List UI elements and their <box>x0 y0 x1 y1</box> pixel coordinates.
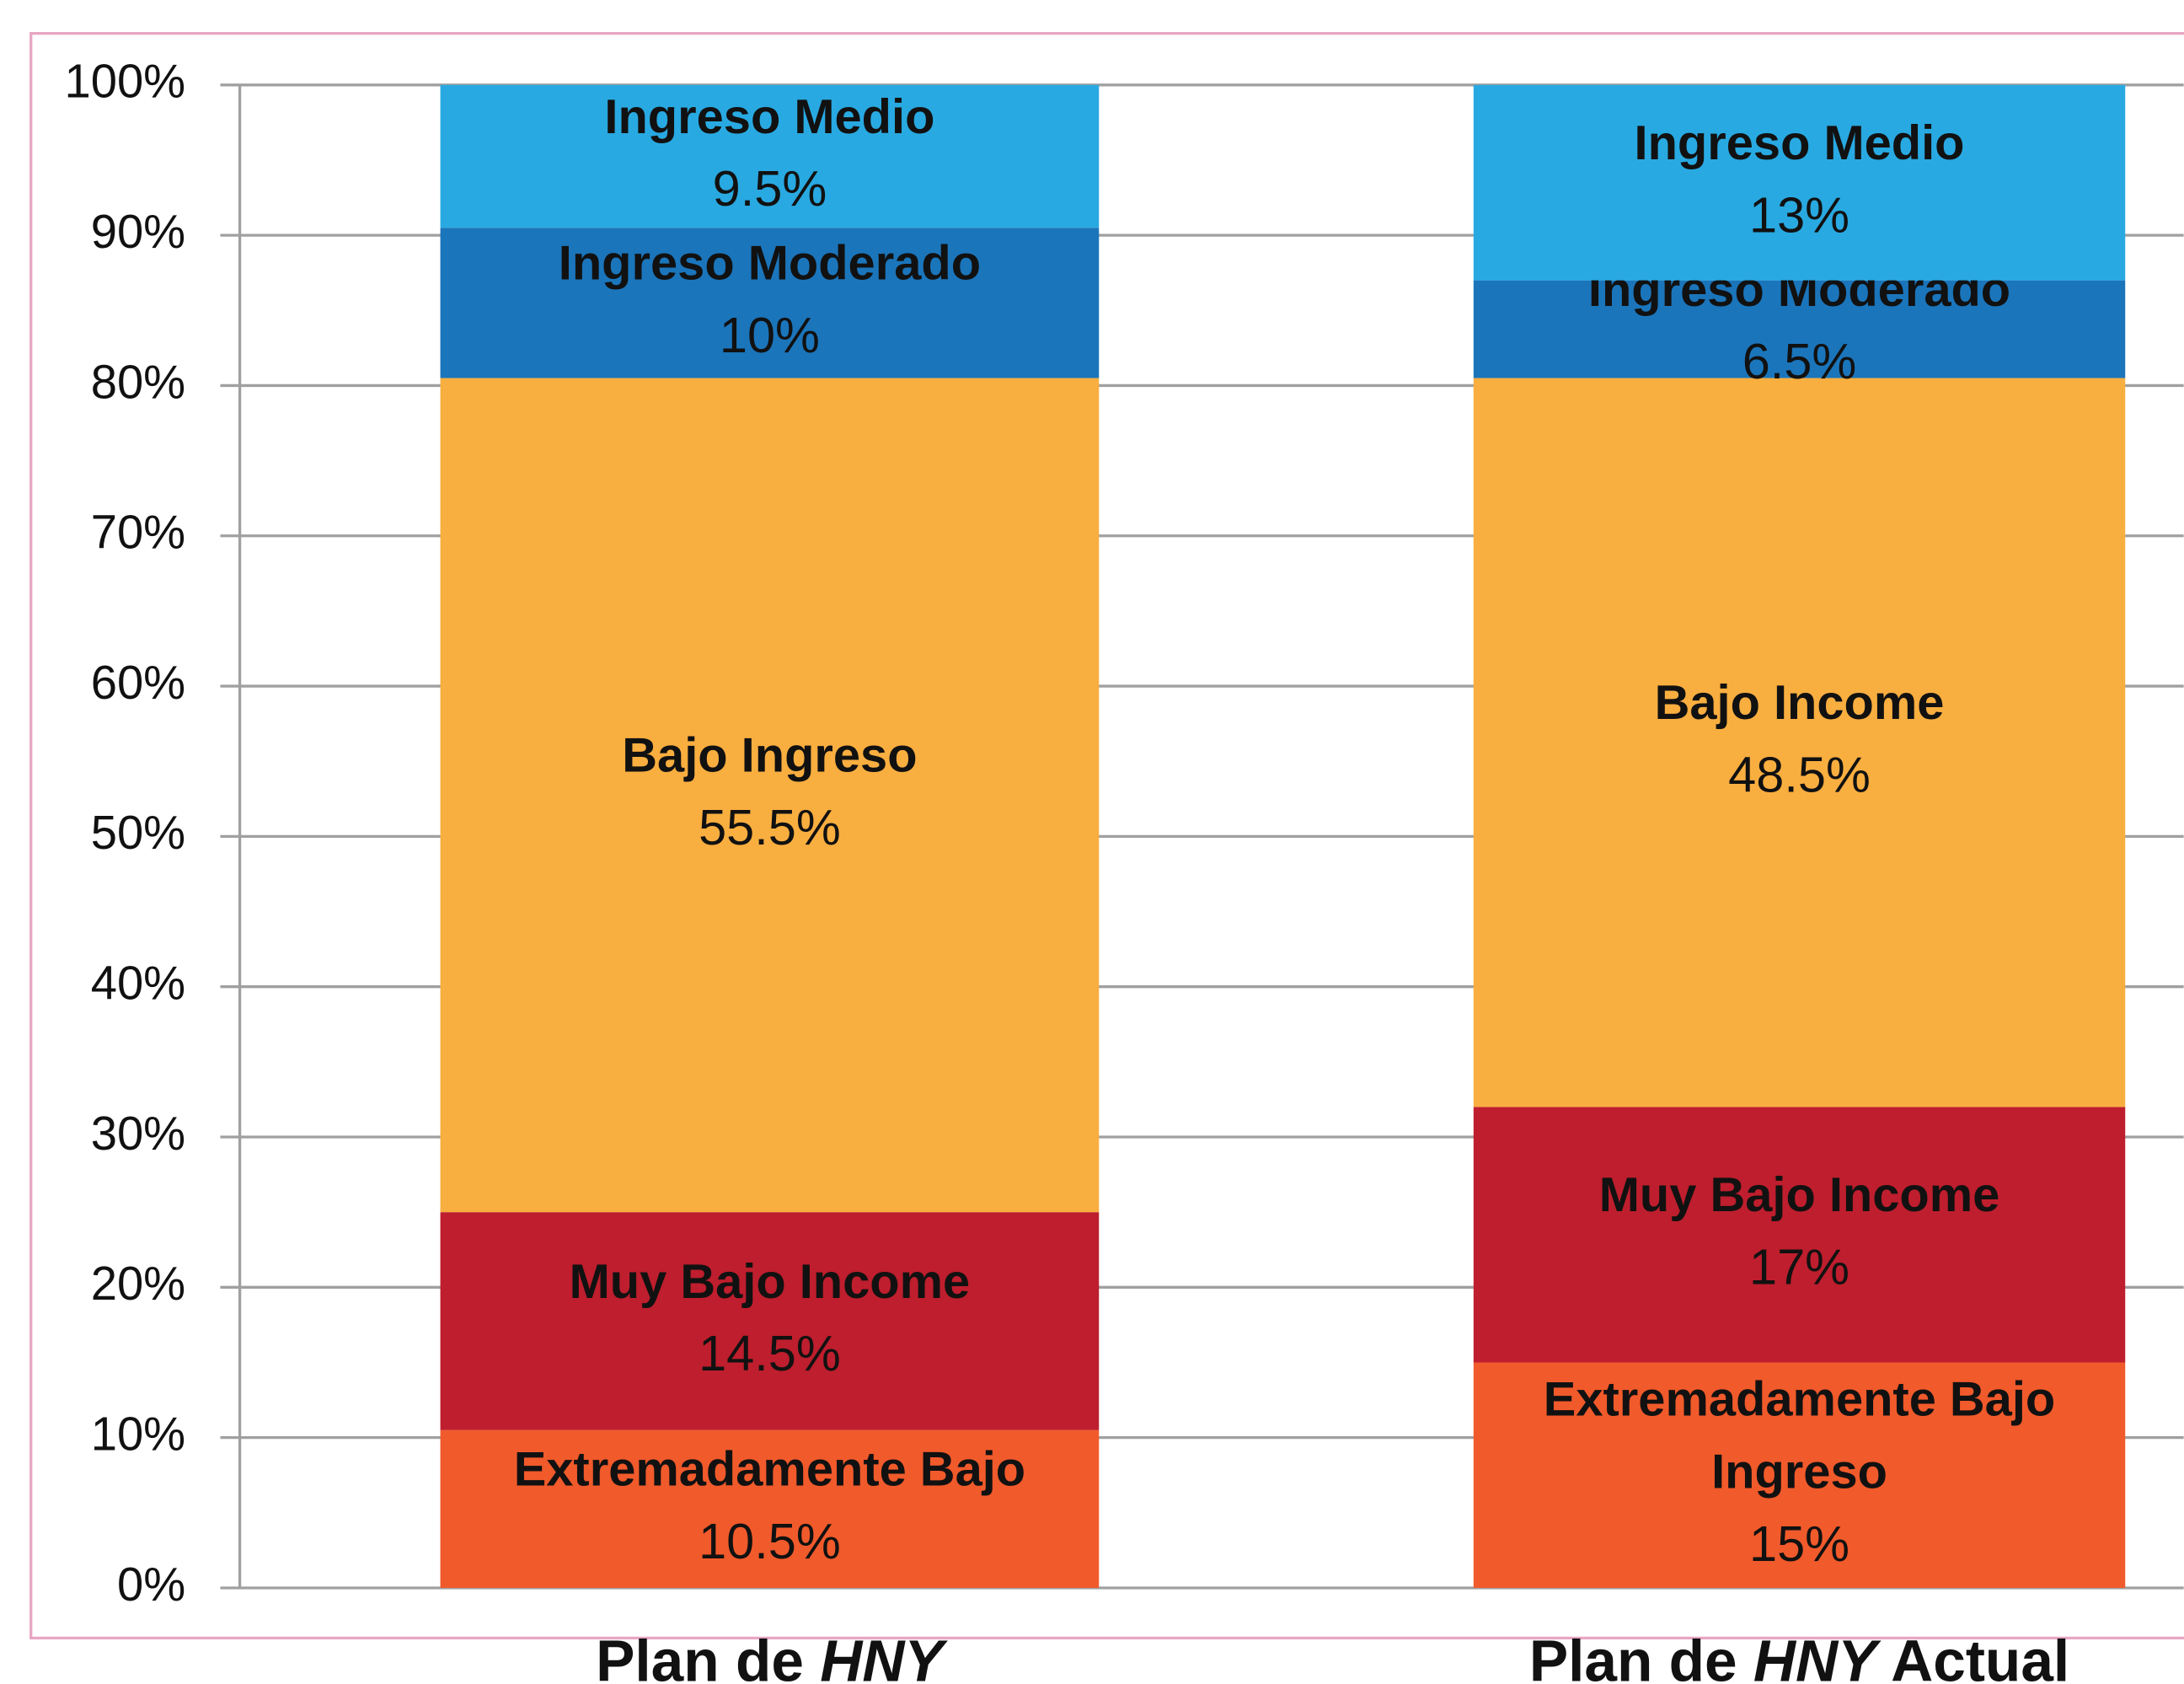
bar-segment <box>440 84 1100 228</box>
y-tick-label: 0% <box>117 1558 185 1611</box>
x-tick-label-part: Actual <box>1876 1628 2069 1684</box>
segment-label: Extremadamente Bajo <box>514 1443 1025 1497</box>
x-tick-label-part: Plan de <box>1529 1628 1753 1684</box>
bar-segment <box>1473 1107 2126 1363</box>
x-tick-label: Plan de HNY <box>596 1628 948 1684</box>
y-tick-label: 90% <box>91 205 185 258</box>
segment-label: Muy Bajo Income <box>570 1255 971 1309</box>
y-tick-label: 10% <box>91 1407 185 1460</box>
bar-segment <box>440 378 1100 1213</box>
x-tick-label-part: Plan de <box>596 1628 820 1684</box>
y-tick-label: 20% <box>91 1257 185 1310</box>
bar-segment <box>1473 280 2126 378</box>
segment-label: Ingreso Medio <box>1635 116 1965 170</box>
segment-label: Bajo Income <box>1655 676 1945 730</box>
value-label: 15% <box>1749 1515 1849 1572</box>
segment-label: Ingreso Medio <box>604 90 934 144</box>
y-tick-label: 60% <box>91 656 185 709</box>
y-tick-label: 50% <box>91 806 185 859</box>
bar-segment <box>440 1212 1100 1430</box>
bar-segment <box>1473 378 2126 1107</box>
value-label: 13% <box>1749 186 1849 243</box>
value-label: 55.5% <box>699 799 841 855</box>
x-tick-label-part: HNY <box>1753 1628 1882 1684</box>
segment-label: Muy Bajo Income <box>1599 1168 2000 1222</box>
y-tick-label: 80% <box>91 355 185 408</box>
y-tick-label: 30% <box>91 1107 185 1160</box>
bar-segment <box>1473 84 2126 281</box>
segment-label: Ingreso <box>1711 1445 1887 1499</box>
bar-segment <box>440 1429 1100 1588</box>
segment-label: Extremadamente Bajo <box>1544 1373 2055 1427</box>
value-label: 10.5% <box>699 1513 841 1569</box>
value-label: 17% <box>1749 1239 1849 1295</box>
value-label: 10% <box>720 307 820 363</box>
value-label: 14.5% <box>699 1325 841 1381</box>
chart-border <box>29 32 2184 1640</box>
segment-label: Bajo Ingreso <box>622 729 917 783</box>
bar-segment <box>440 228 1100 378</box>
value-label: 48.5% <box>1728 747 1871 803</box>
y-tick-label: 40% <box>91 957 185 1010</box>
value-label: 6.5% <box>1742 333 1857 389</box>
bar-segment <box>1473 1362 2126 1588</box>
segment-label: Ingreso Moderado <box>559 237 981 291</box>
y-tick-label: 100% <box>64 55 185 108</box>
value-label: 9.5% <box>713 160 827 217</box>
y-tick-label: 70% <box>91 506 185 559</box>
x-tick-label-part: HNY <box>820 1628 948 1684</box>
x-tick-label: Plan de HNY Actual <box>1529 1628 2069 1684</box>
